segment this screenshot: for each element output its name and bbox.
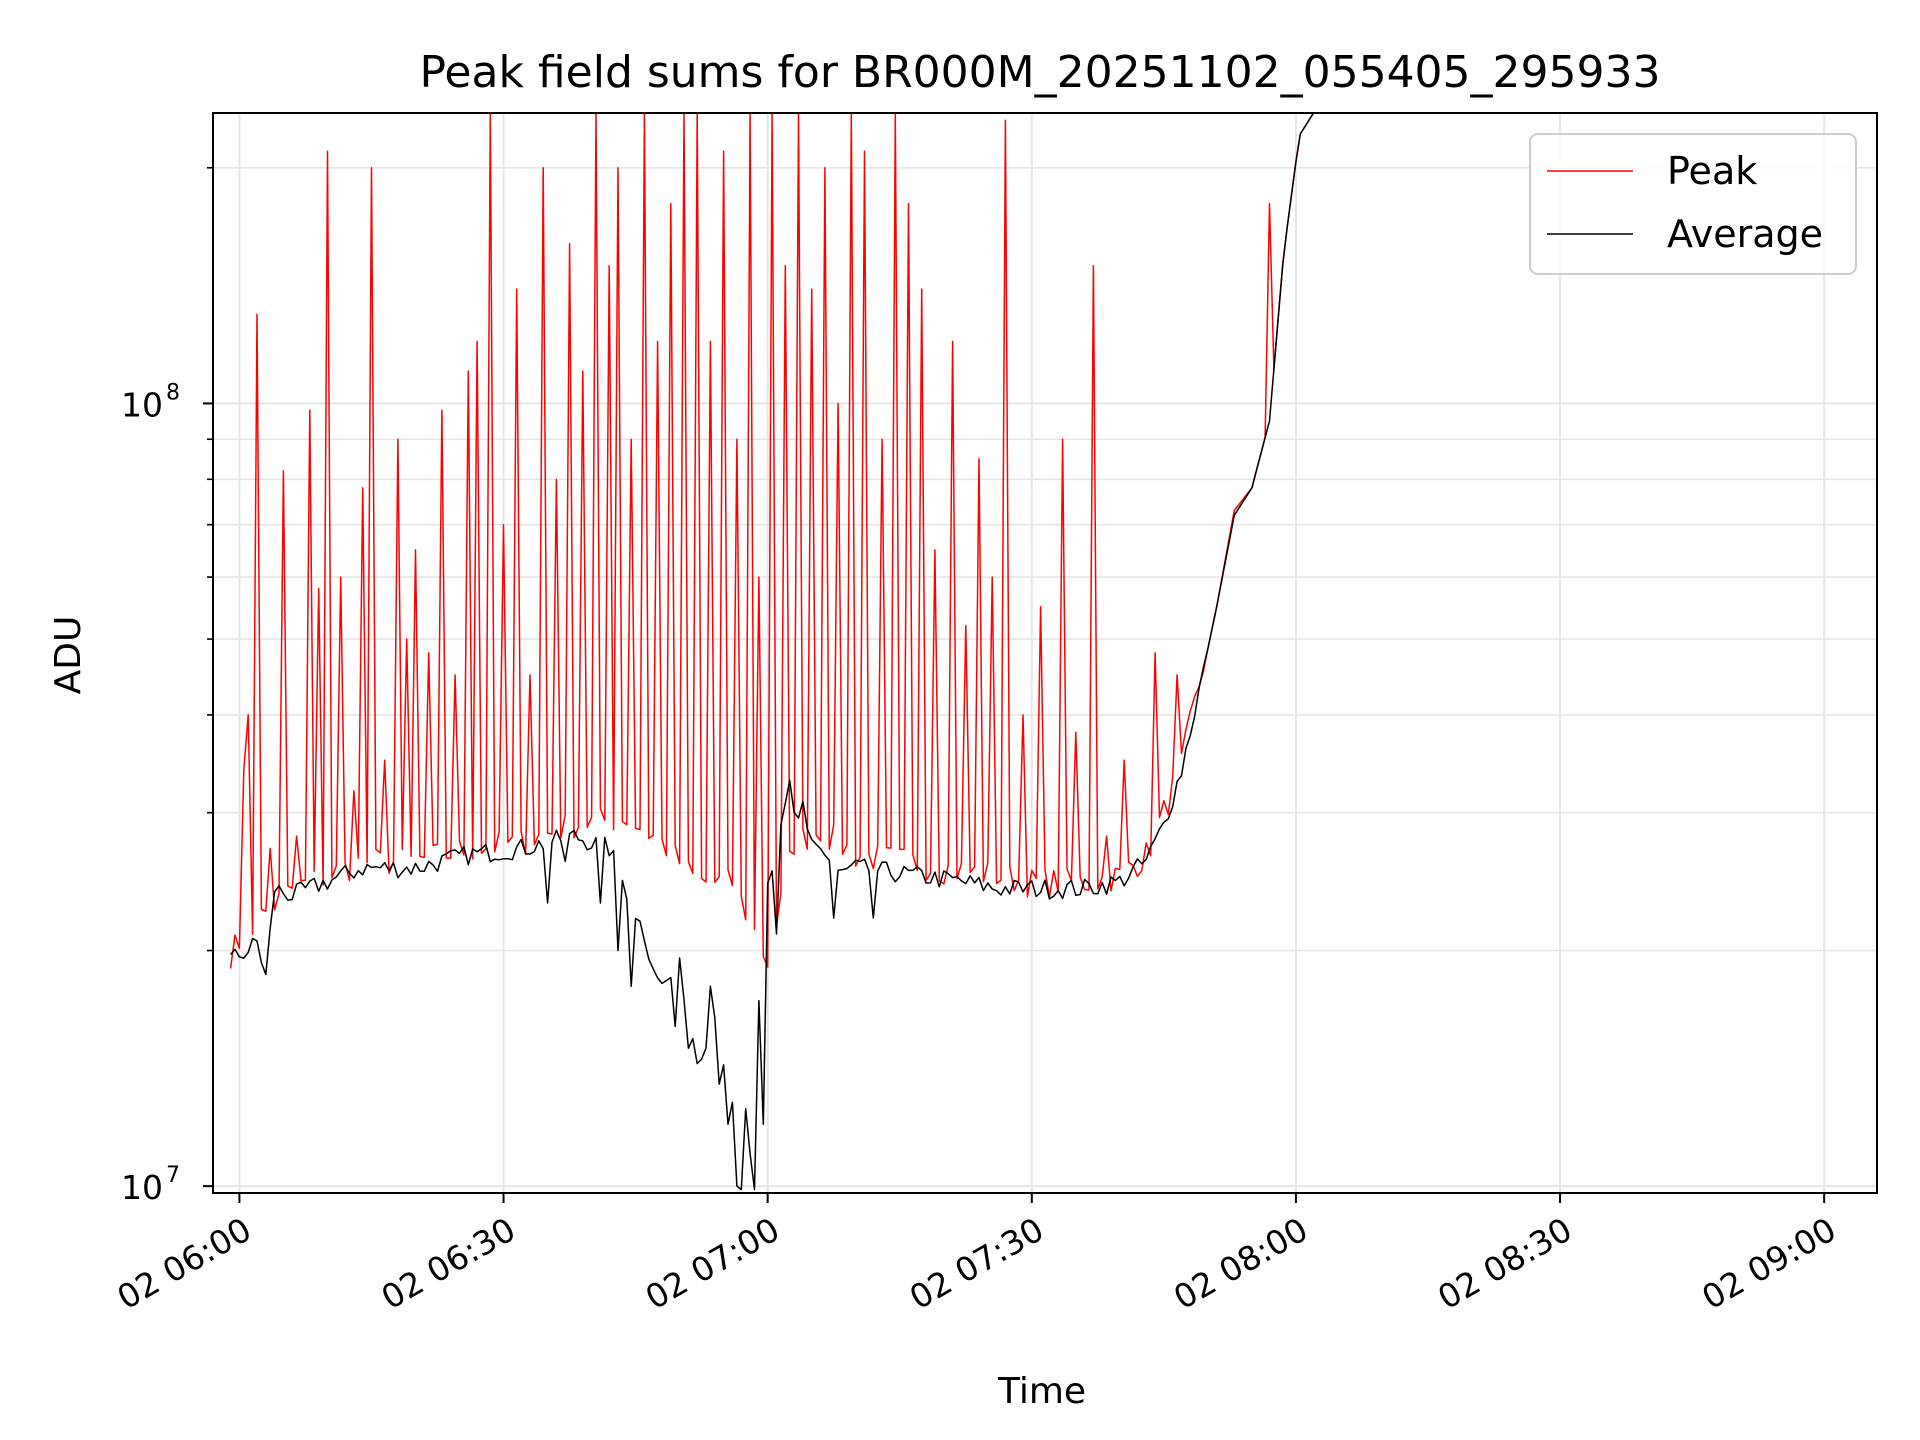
grid <box>213 113 1877 1193</box>
plot-series <box>229 113 1877 1191</box>
y-tick-label-exponent: 8 <box>166 380 180 405</box>
y-axis-label: ADU <box>48 616 89 695</box>
legend: Peak Average <box>1529 133 1857 275</box>
average-series-line <box>230 113 1877 1191</box>
chart-title: Peak field sums for BR000M_20251102_0554… <box>419 47 1660 98</box>
y-tick-label: 10 <box>121 385 163 424</box>
plot-frame <box>212 112 1878 1194</box>
y-tick-label-exponent: 7 <box>166 1163 180 1188</box>
legend-average-label: Average <box>1667 212 1823 256</box>
legend-box <box>1529 133 1857 275</box>
peak-series-line <box>229 113 1877 969</box>
legend-peak-label: Peak <box>1667 149 1757 193</box>
x-axis-label: Time <box>997 1371 1086 1412</box>
y-tick-label: 10 <box>121 1168 163 1207</box>
